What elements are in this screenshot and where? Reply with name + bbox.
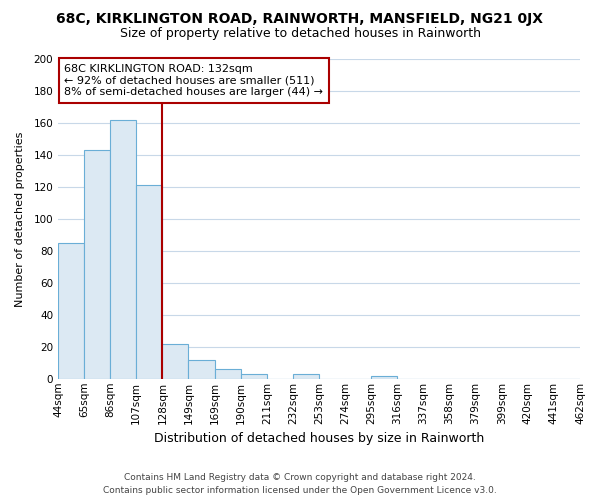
Bar — [84, 150, 110, 379]
Text: 68C, KIRKLINGTON ROAD, RAINWORTH, MANSFIELD, NG21 0JX: 68C, KIRKLINGTON ROAD, RAINWORTH, MANSFI… — [56, 12, 544, 26]
Bar — [293, 374, 319, 379]
Y-axis label: Number of detached properties: Number of detached properties — [15, 131, 25, 306]
Bar — [188, 360, 215, 379]
Text: 68C KIRKLINGTON ROAD: 132sqm
← 92% of detached houses are smaller (511)
8% of se: 68C KIRKLINGTON ROAD: 132sqm ← 92% of de… — [64, 64, 323, 97]
Bar — [163, 344, 188, 379]
Bar — [58, 243, 84, 379]
Text: Contains HM Land Registry data © Crown copyright and database right 2024.
Contai: Contains HM Land Registry data © Crown c… — [103, 474, 497, 495]
Bar — [215, 369, 241, 379]
Bar — [371, 376, 397, 379]
Text: Size of property relative to detached houses in Rainworth: Size of property relative to detached ho… — [119, 28, 481, 40]
Bar — [241, 374, 267, 379]
Bar — [110, 120, 136, 379]
X-axis label: Distribution of detached houses by size in Rainworth: Distribution of detached houses by size … — [154, 432, 484, 445]
Bar — [136, 186, 163, 379]
